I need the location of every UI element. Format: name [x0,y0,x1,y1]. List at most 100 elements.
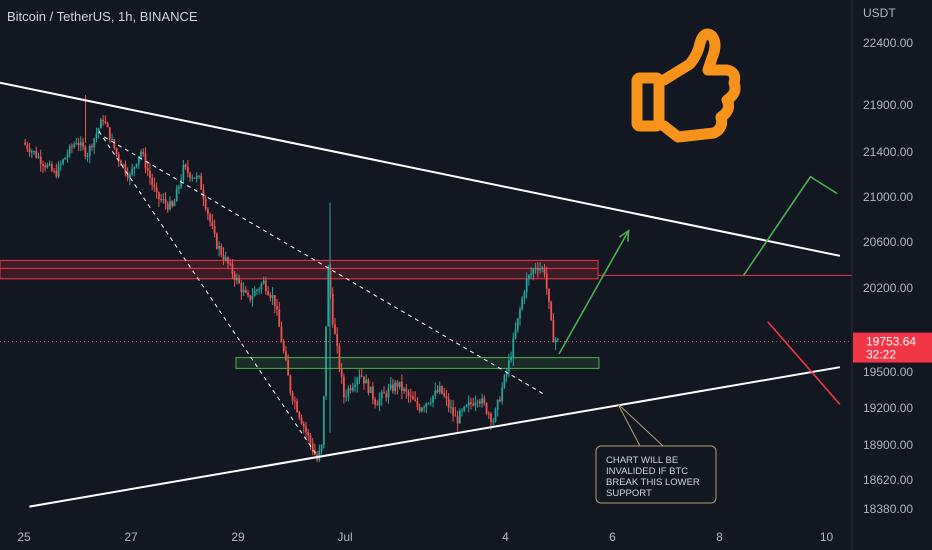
y-tick-label: 18900.00 [863,438,913,452]
candle-body [153,184,156,188]
candle-body [151,177,154,185]
candle-body [358,375,361,379]
exchange: BINANCE [140,9,198,24]
candle-body [211,221,214,227]
candle-body [37,156,40,158]
candle-body [53,170,55,172]
candle-body [193,177,196,179]
candle-body [182,164,185,180]
candle-body [124,164,127,174]
candle-body [46,164,49,168]
candle-body [28,148,31,153]
candle-body [111,139,113,141]
y-tick-label: 19500.00 [863,365,913,379]
candle-body [305,426,307,432]
candle-body [552,319,555,343]
y-tick-label: 18380.00 [863,502,913,516]
candle-body [383,392,385,394]
candle-body [436,390,439,393]
candle-body [534,268,537,270]
candle-body [276,306,278,310]
candle-body [173,201,176,207]
candle-body [300,417,303,424]
candle-body [162,199,165,201]
candle-body [548,288,550,303]
candle-body [120,160,122,166]
candle-body [144,153,147,169]
candle-body [528,275,530,279]
candle-body [385,393,388,398]
candle-body [503,375,506,388]
candle-body [389,384,392,389]
y-tick-label: 20600.00 [863,235,913,249]
candle-body [39,156,42,165]
candle-body [164,199,167,204]
symbol-name: Bitcoin / TetherUS [7,9,111,24]
candle-body [467,402,470,406]
candle-body [443,393,446,397]
currency-label: USDT [863,6,896,20]
candle-body [445,396,448,399]
candle-body [97,128,100,134]
candle-body [86,155,89,157]
candle-body [336,333,339,346]
candle-body [447,398,450,408]
candle-body [44,165,47,168]
candle-body [251,296,254,300]
candle-body [441,385,443,394]
candle-body [175,188,178,202]
candle-body [403,388,405,392]
candle-body [461,410,463,412]
candle-body [425,403,428,408]
candle-body [285,351,287,361]
candle-body [302,423,305,427]
candle-body [198,175,200,177]
projection-line [767,321,841,405]
candle-body [24,142,27,145]
candle-body [280,326,283,343]
candle-body [93,138,96,148]
candle-body [325,326,327,397]
candle-body [100,119,102,129]
candle-body [327,267,330,327]
candle-body [42,164,44,166]
candle-body [334,324,336,334]
candle-body [282,342,285,352]
candle-body [178,186,180,189]
candle-body [396,382,399,387]
candle-body [75,142,78,145]
candle-body [171,201,174,207]
candle-body [318,450,321,461]
candle-body [363,376,365,384]
candle-body [409,395,412,397]
candle-body [400,381,403,392]
candle-body [543,267,546,275]
candle-body [88,145,91,156]
candle-body [128,174,131,178]
candle-body [224,257,227,260]
interval: 1h [118,9,132,24]
x-tick-label: 8 [716,530,723,544]
candle-body [271,295,274,298]
candle-body [218,246,220,249]
candle-body [478,401,481,404]
invalidation-note[interactable]: CHART WILL BE INVALIDED IF BTC BREAK THI… [595,403,717,504]
dashed-trendline [98,131,319,458]
candle-body [474,402,477,406]
candle-body [345,396,348,398]
candle-body [554,339,557,343]
candle-body [82,142,84,147]
candle-body [113,139,116,148]
candle-body [416,400,419,407]
candle-body [365,379,368,384]
candle-body [387,388,390,398]
candle-body [106,122,109,128]
note-line-2: INVALIDED IF BTC [606,466,688,477]
candle-body [278,309,281,327]
candle-body [146,168,149,171]
candle-body [492,421,495,423]
candle-body [296,401,298,413]
candle-body [215,234,218,249]
candle-body [525,278,528,293]
